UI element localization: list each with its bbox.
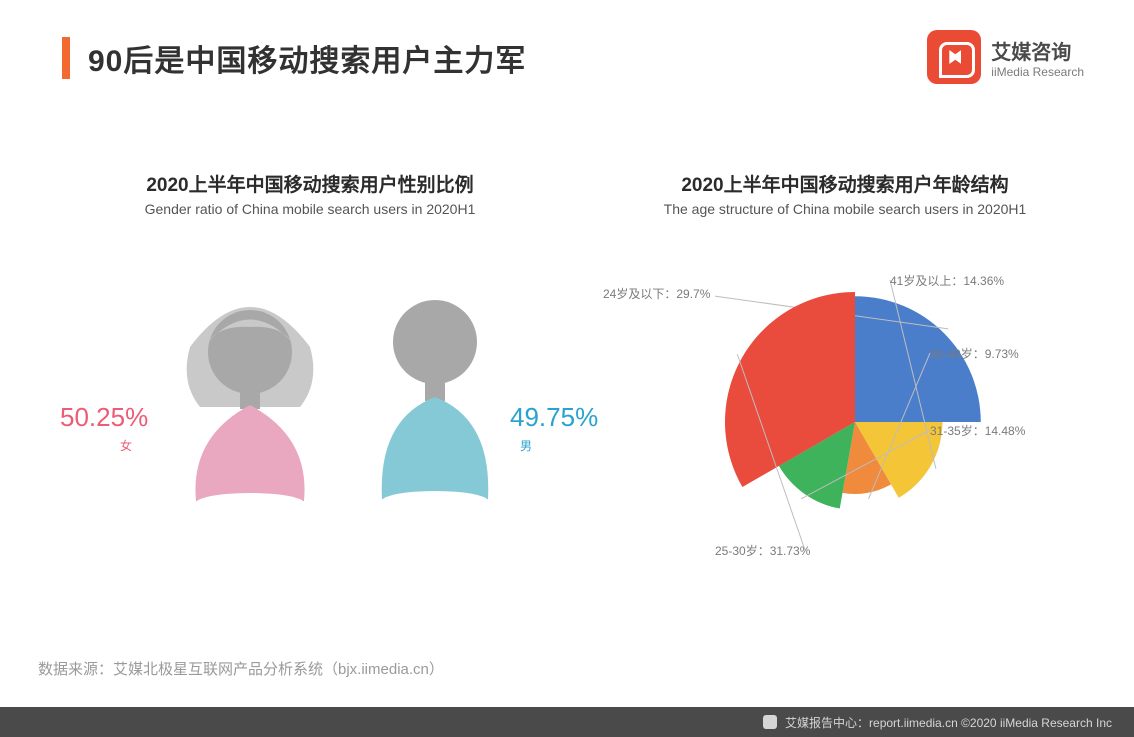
footer-text: 艾媒报告中心：report.iimedia.cn ©2020 iiMedia R… bbox=[785, 714, 1112, 731]
pie-slice-label: 36-40岁：9.73% bbox=[930, 345, 1019, 362]
title-accent bbox=[62, 37, 70, 79]
pie-slice-label: 25-30岁：31.73% bbox=[715, 542, 810, 559]
gender-title-en: Gender ratio of China mobile search user… bbox=[40, 201, 580, 217]
age-title-cn: 2020上半年中国移动搜索用户年龄结构 bbox=[595, 170, 1095, 197]
brand-logo: 艾媒咨询 iiMedia Research bbox=[927, 30, 1084, 84]
brand-name-cn: 艾媒咨询 bbox=[991, 36, 1084, 65]
slide: 90后是中国移动搜索用户主力军 艾媒咨询 iiMedia Research 20… bbox=[0, 0, 1134, 737]
brand-logo-text: 艾媒咨询 iiMedia Research bbox=[991, 36, 1084, 79]
gender-title-cn: 2020上半年中国移动搜索用户性别比例 bbox=[40, 170, 580, 197]
page-title: 90后是中国移动搜索用户主力军 bbox=[88, 36, 526, 80]
age-chart-title: 2020上半年中国移动搜索用户年龄结构 The age structure of… bbox=[595, 170, 1095, 217]
female-avatar-icon bbox=[170, 287, 330, 517]
pie-slice-label: 31-35岁：14.48% bbox=[930, 422, 1025, 439]
gender-figures: 50.25% 女 49.75% 男 bbox=[40, 257, 580, 577]
age-title-en: The age structure of China mobile search… bbox=[595, 201, 1095, 217]
data-source: 数据来源：艾媒北极星互联网产品分析系统（bjx.iimedia.cn） bbox=[38, 658, 444, 679]
male-percent: 49.75% bbox=[510, 402, 598, 433]
male-label: 男 bbox=[520, 437, 532, 454]
pie-slice-label: 24岁及以下：29.7% bbox=[603, 285, 710, 302]
brand-logo-icon bbox=[927, 30, 981, 84]
brand-name-en: iiMedia Research bbox=[991, 65, 1084, 79]
female-percent: 50.25% bbox=[60, 402, 148, 433]
age-chart: 2020上半年中国移动搜索用户年龄结构 The age structure of… bbox=[595, 170, 1095, 557]
female-label: 女 bbox=[120, 437, 132, 454]
male-avatar-icon bbox=[360, 287, 520, 517]
pie-slice-label: 41岁及以上：14.36% bbox=[890, 272, 1004, 289]
gender-chart: 2020上半年中国移动搜索用户性别比例 Gender ratio of Chin… bbox=[40, 170, 580, 577]
age-pie: 24岁及以下：29.7% 41岁及以上：14.36% 36-40岁：9.73% 31-… bbox=[595, 217, 1095, 557]
title-bar: 90后是中国移动搜索用户主力军 bbox=[62, 36, 526, 80]
footer-bar: 艾媒报告中心：report.iimedia.cn ©2020 iiMedia R… bbox=[0, 707, 1134, 737]
age-pie-svg bbox=[715, 257, 995, 557]
gender-chart-title: 2020上半年中国移动搜索用户性别比例 Gender ratio of Chin… bbox=[40, 170, 580, 217]
footer-logo-icon bbox=[763, 715, 777, 729]
